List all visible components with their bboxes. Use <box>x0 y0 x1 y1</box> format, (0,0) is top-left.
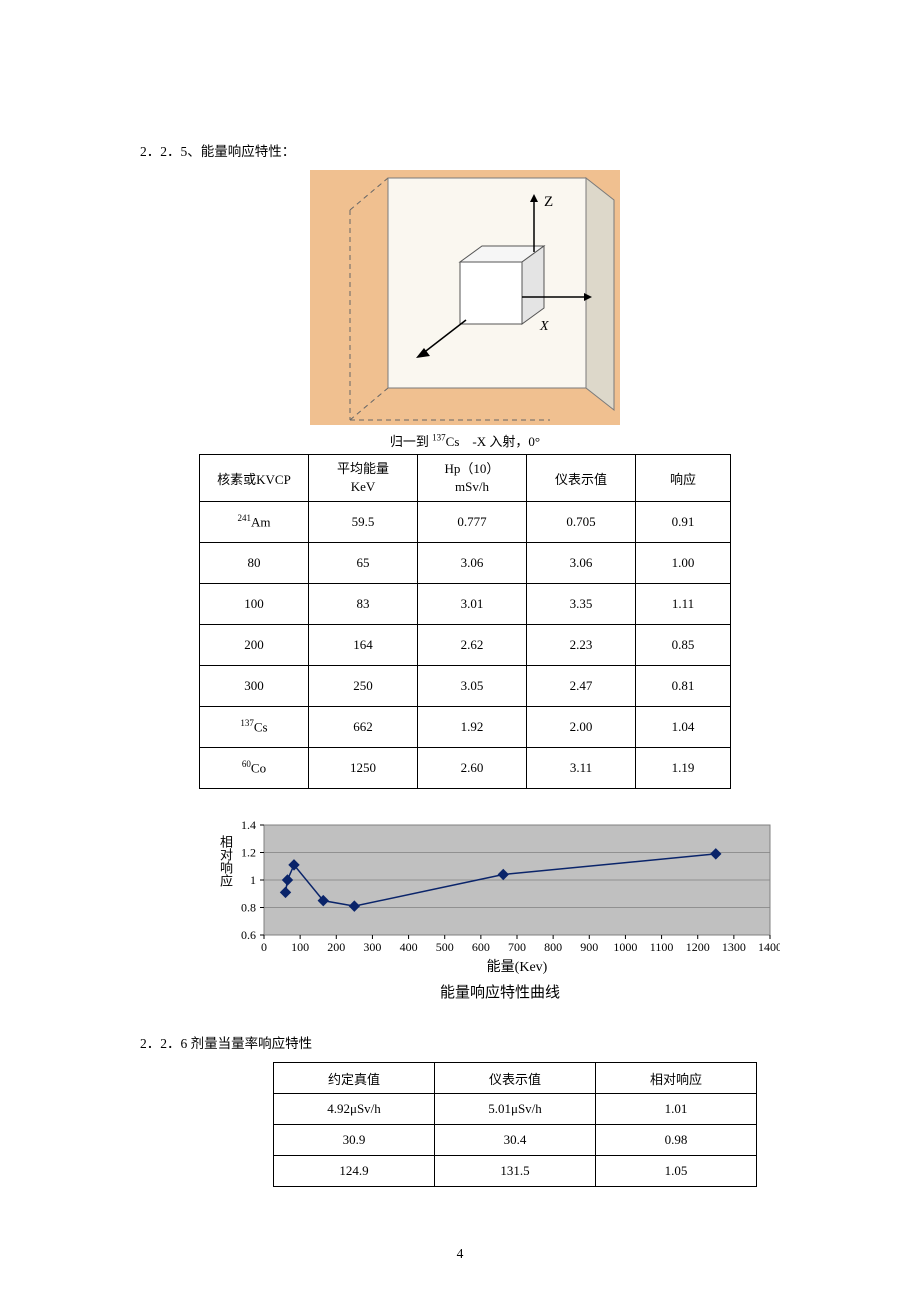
section-1-heading: 2．2．5、能量响应特性： <box>140 140 790 160</box>
svg-text:能量(Kev): 能量(Kev) <box>487 959 548 975</box>
table-row: 241Am59.50.7770.7050.91 <box>200 502 731 543</box>
table-row: 124.9131.51.05 <box>274 1156 757 1187</box>
svg-text:1.4: 1.4 <box>241 818 256 832</box>
dose-rate-response-table: 约定真值 仪表示值 相对响应 4.92μSv/h5.01μSv/h1.0130.… <box>273 1062 757 1187</box>
svg-text:800: 800 <box>544 940 562 954</box>
svg-text:1: 1 <box>250 873 256 887</box>
svg-text:1300: 1300 <box>722 940 746 954</box>
svg-text:Z: Z <box>544 194 553 210</box>
svg-text:1000: 1000 <box>613 940 637 954</box>
table-row: 80653.063.061.00 <box>200 543 731 584</box>
svg-text:X: X <box>539 319 549 334</box>
table-row: 100833.013.351.11 <box>200 584 731 625</box>
table-row: 60Co12502.603.111.19 <box>200 748 731 789</box>
svg-text:0.8: 0.8 <box>241 901 256 915</box>
chart-caption: 能量响应特性曲线 <box>220 981 780 1002</box>
svg-text:700: 700 <box>508 940 526 954</box>
svg-text:300: 300 <box>363 940 381 954</box>
svg-text:200: 200 <box>327 940 345 954</box>
table-header-row: 约定真值 仪表示值 相对响应 <box>274 1063 757 1094</box>
table-header-row: 核素或KVCP 平均能量KeV Hp（10）mSv/h 仪表示值 响应 <box>200 455 731 502</box>
svg-text:1.2: 1.2 <box>241 846 256 860</box>
svg-text:1400: 1400 <box>758 940 780 954</box>
table1-caption: 归一到 137Cs -X 入射，0° <box>140 431 790 450</box>
chart-ylabel: 相对响应 <box>216 835 235 887</box>
svg-text:100: 100 <box>291 940 309 954</box>
svg-text:900: 900 <box>580 940 598 954</box>
svg-text:500: 500 <box>436 940 454 954</box>
table-row: 4.92μSv/h5.01μSv/h1.01 <box>274 1094 757 1125</box>
svg-text:1100: 1100 <box>650 940 674 954</box>
section-2-heading: 2．2．6 剂量当量率响应特性 <box>140 1032 790 1052</box>
table-row: 30.930.40.98 <box>274 1125 757 1156</box>
svg-text:600: 600 <box>472 940 490 954</box>
energy-response-table: 核素或KVCP 平均能量KeV Hp（10）mSv/h 仪表示值 响应 241A… <box>199 454 731 789</box>
page-number: 4 <box>0 1246 920 1262</box>
cuboid-diagram: ZX <box>310 170 620 425</box>
svg-text:1200: 1200 <box>686 940 710 954</box>
table-row: 3002503.052.470.81 <box>200 666 731 707</box>
svg-text:0.6: 0.6 <box>241 928 256 942</box>
table-row: 137Cs6621.922.001.04 <box>200 707 731 748</box>
table-row: 2001642.622.230.85 <box>200 625 731 666</box>
svg-text:0: 0 <box>261 940 267 954</box>
svg-text:400: 400 <box>400 940 418 954</box>
energy-response-chart: 0.6 0.8 1 1.2 1.4 0 100 200 300 400 500 600 700 800 90… <box>220 817 780 977</box>
